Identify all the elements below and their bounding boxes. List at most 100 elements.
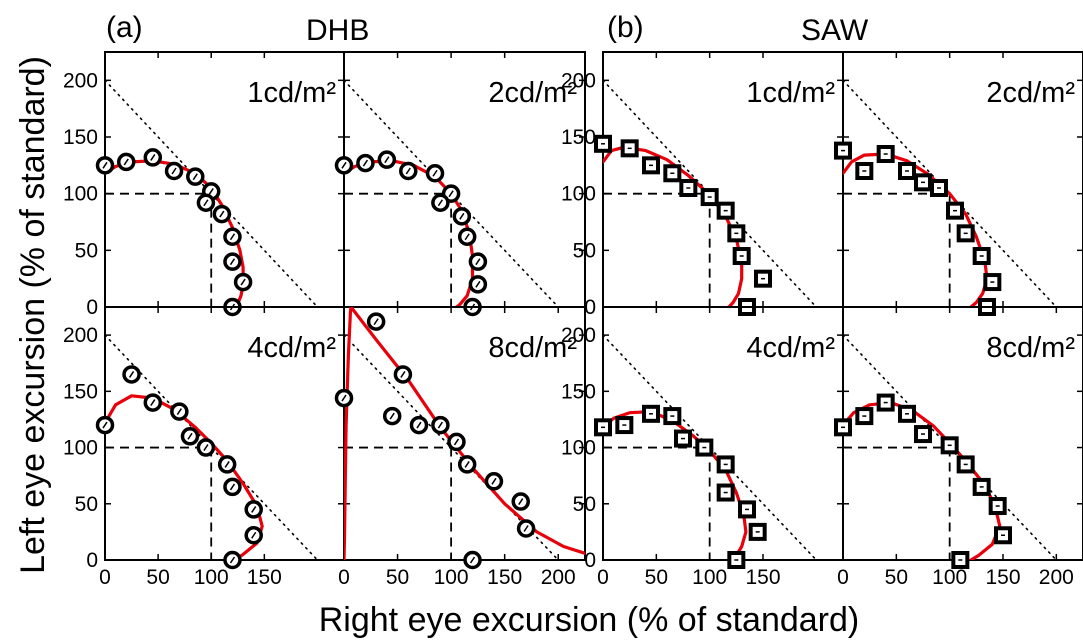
y-tick-label: 0 (584, 296, 596, 319)
data-point-errorbar (251, 505, 257, 513)
data-point-errorbar (203, 199, 209, 207)
y-axis-label: Left eye excursion (% of standard) (14, 56, 52, 574)
data-point-errorbar (432, 169, 438, 177)
data-point-errorbar (240, 278, 246, 286)
data-point-errorbar (102, 421, 108, 429)
data-point-errorbar (491, 477, 497, 485)
panel-1: 0 50 100 150 200 1cd/m² (63, 51, 345, 319)
x-tick-label: 200 (1039, 566, 1074, 589)
data-point-errorbar (518, 498, 524, 505)
data-point-errorbar (373, 318, 379, 326)
x-tick-label: 150 (247, 566, 282, 589)
y-tick-label: 50 (75, 493, 98, 516)
data-point-errorbar (219, 210, 225, 218)
data-point-errorbar (459, 212, 465, 220)
x-axis-label: Right eye excursion (% of standard) (319, 601, 859, 639)
x-tick-label: 50 (146, 566, 169, 589)
panel-luminance-label: 4cd/m² (746, 332, 835, 364)
x-tick-label: 150 (487, 566, 522, 589)
y-tick-label: 0 (584, 549, 596, 572)
data-point-errorbar (464, 233, 470, 241)
y-tick-label: 200 (63, 324, 98, 347)
data-point-errorbar (171, 167, 177, 175)
data-point-errorbar (475, 280, 481, 288)
data-point-errorbar (384, 156, 390, 164)
y-tick-label: 100 (63, 437, 98, 460)
data-point-errorbar (437, 421, 444, 429)
data-point-errorbar (203, 444, 209, 451)
data-point-errorbar (464, 461, 470, 468)
x-tick-label: 50 (885, 566, 908, 589)
y-tick-label: 200 (561, 69, 596, 92)
group-a-letter: (a) (106, 11, 143, 44)
data-point-errorbar (150, 153, 156, 161)
data-point-errorbar (208, 187, 214, 195)
fit-curve (344, 159, 475, 307)
data-point-errorbar (229, 233, 236, 241)
diagonal-reference-line (842, 334, 1058, 561)
data-point-errorbar (389, 412, 395, 420)
panel-luminance-label: 1cd/m² (746, 77, 835, 109)
data-point-errorbar (128, 371, 135, 378)
y-tick-label: 150 (561, 126, 596, 149)
data-point-errorbar (437, 199, 444, 207)
group-b-letter: (b) (607, 11, 644, 44)
y-tick-label: 0 (86, 549, 98, 572)
data-point-errorbar (523, 525, 529, 532)
fit-curve (105, 159, 245, 307)
data-point-errorbar (416, 421, 422, 429)
panel-luminance-label: 1cd/m² (247, 77, 336, 109)
data-point-errorbar (123, 158, 129, 166)
x-tick-label: 100 (692, 566, 727, 589)
data-point-errorbar (453, 438, 460, 446)
diagonal-reference-line (602, 334, 818, 561)
data-point-errorbar (229, 258, 236, 266)
data-point-errorbar (400, 371, 406, 378)
data-point-errorbar (469, 556, 476, 564)
data-point-errorbar (405, 167, 411, 175)
x-tick-label: 0 (597, 566, 609, 589)
fit-curve (105, 394, 264, 560)
data-point-errorbar (102, 161, 108, 169)
panel-5: 0 50 100 150 200 1cd/m² (561, 51, 844, 319)
y-tick-label: 50 (573, 239, 596, 262)
y-tick-label: 100 (561, 183, 596, 206)
panel-2: 2cd/m² (334, 51, 586, 317)
panel-luminance-label: 4cd/m² (247, 332, 336, 364)
panel-luminance-label: 2cd/m² (488, 77, 577, 109)
y-tick-label: 50 (573, 493, 596, 516)
y-tick-label: 200 (561, 324, 596, 347)
x-tick-label: 100 (932, 566, 967, 589)
panel-7: 0 50 100 150 200 0 50 100 150 4cd/m² (561, 306, 844, 589)
group-a-name: DHB (306, 14, 369, 47)
panel-8: 0 50 100 150 200 8cd/m² (834, 306, 1083, 589)
data-point-errorbar (251, 531, 257, 539)
data-point-errorbar (448, 190, 454, 198)
data-point-errorbar (475, 258, 481, 266)
x-tick-label: 50 (386, 566, 409, 589)
y-tick-label: 100 (561, 437, 596, 460)
data-point-errorbar (224, 461, 230, 468)
data-point-errorbar (229, 483, 236, 491)
panel-4: 0 50 100 150 200 8cd/m² (334, 306, 586, 589)
y-tick-label: 100 (63, 183, 98, 206)
x-tick-label: 100 (194, 566, 229, 589)
y-tick-label: 150 (63, 380, 98, 403)
x-tick-label: 0 (338, 566, 350, 589)
panel-6: 2cd/m² (834, 51, 1083, 316)
data-point-errorbar (362, 159, 369, 167)
x-tick-label: 150 (985, 566, 1020, 589)
y-tick-label: 0 (86, 296, 98, 319)
data-point-errorbar (341, 394, 347, 402)
data-point-errorbar (176, 408, 182, 415)
y-tick-label: 50 (75, 239, 98, 262)
x-tick-label: 200 (541, 566, 576, 589)
x-tick-label: 150 (745, 566, 780, 589)
y-tick-label: 150 (63, 126, 98, 149)
data-point-errorbar (192, 173, 198, 181)
panel-luminance-label: 2cd/m² (986, 77, 1075, 109)
group-b-name: SAW (801, 14, 869, 47)
panel-3: 0 50 100 150 200 0 50 100 150 4cd/m² (63, 306, 345, 589)
y-tick-label: 150 (561, 380, 596, 403)
